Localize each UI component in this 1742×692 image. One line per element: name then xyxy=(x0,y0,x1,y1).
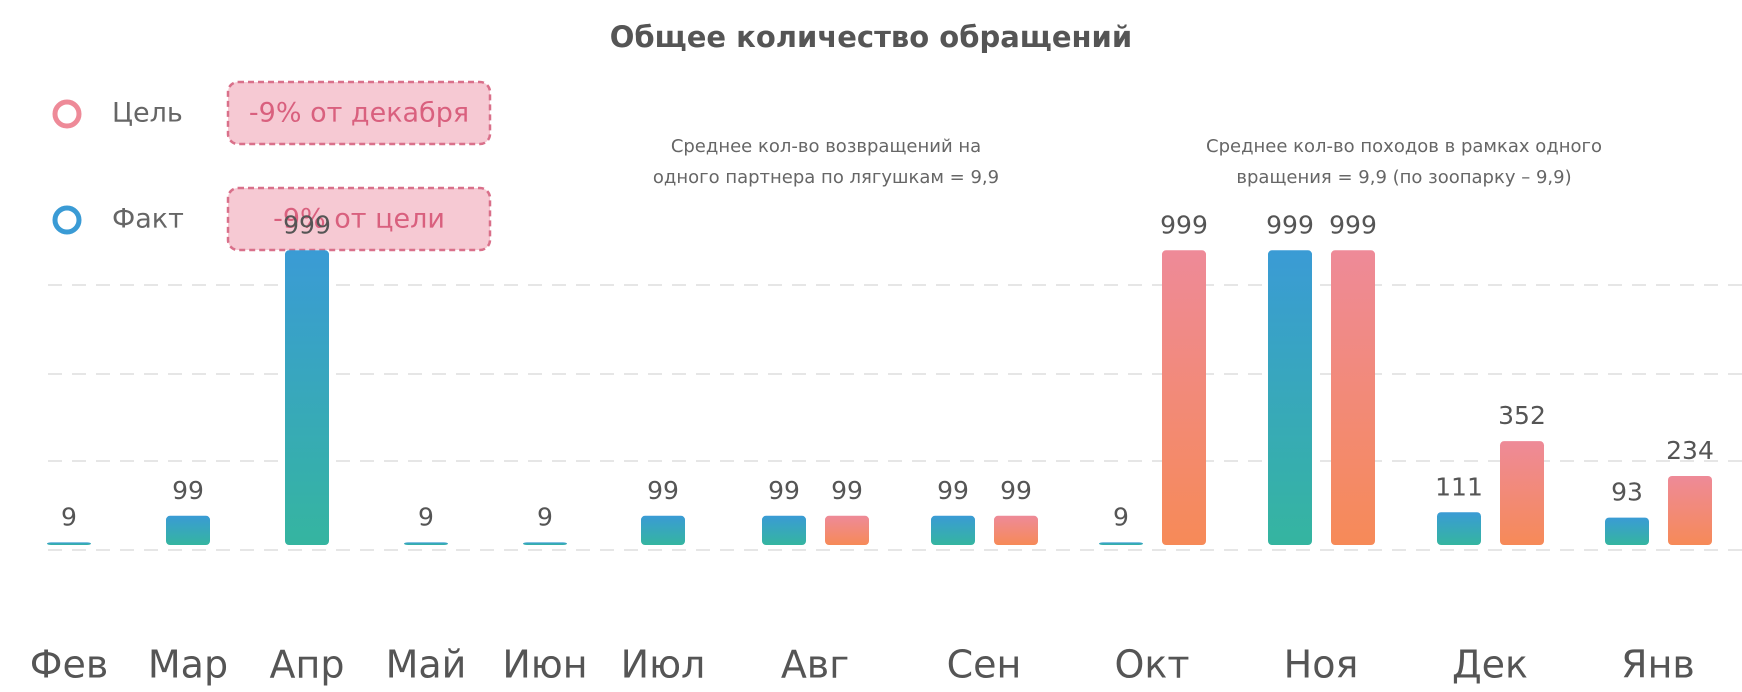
value-label: 234 xyxy=(1666,436,1714,465)
legend-marker xyxy=(52,205,82,235)
bar xyxy=(641,515,685,545)
bar xyxy=(762,515,806,545)
value-label: 99 xyxy=(1000,476,1032,505)
chart-title: Общее количество обращений xyxy=(610,20,1132,54)
bar xyxy=(1099,542,1143,545)
x-tick-label: Янв xyxy=(1621,643,1695,687)
x-tick-label: Сен xyxy=(947,643,1022,687)
annotation: Среднее кол-во возвращений на xyxy=(671,136,981,157)
x-tick-label: Апр xyxy=(270,643,345,687)
annotation: Среднее кол-во походов в рамках одного xyxy=(1206,136,1602,157)
bar xyxy=(1437,512,1481,545)
legend-marker xyxy=(52,99,82,129)
bar xyxy=(1162,250,1206,546)
value-label: 99 xyxy=(647,476,679,505)
x-tick-label: Июл xyxy=(621,643,706,687)
x-tick-label: Фев xyxy=(30,643,109,687)
bar xyxy=(1605,517,1649,545)
legend-label: Цель xyxy=(112,98,183,129)
legend-label: Факт xyxy=(112,204,184,235)
value-label: 99 xyxy=(831,476,863,505)
value-label: 999 xyxy=(1266,210,1314,239)
badge-text: -9% от декабря xyxy=(249,98,469,129)
value-label: 99 xyxy=(172,476,204,505)
x-tick-label: Дек xyxy=(1452,643,1528,687)
bar xyxy=(1331,250,1375,546)
x-tick-label: Июн xyxy=(502,643,587,687)
value-label: 999 xyxy=(283,210,331,239)
value-label: 99 xyxy=(768,476,800,505)
x-tick-label: Ноя xyxy=(1284,643,1359,687)
value-label: 999 xyxy=(1160,210,1208,239)
value-label: 9 xyxy=(61,502,77,531)
value-label: 9 xyxy=(418,502,434,531)
bar xyxy=(285,250,329,546)
grid xyxy=(48,284,1742,551)
bar xyxy=(404,542,448,545)
bar xyxy=(47,542,91,545)
value-label: 93 xyxy=(1611,478,1643,507)
bar xyxy=(931,515,975,545)
bar xyxy=(825,515,869,545)
x-tick-label: Окт xyxy=(1115,643,1190,687)
bar xyxy=(1500,441,1544,545)
value-label: 9 xyxy=(537,502,553,531)
bar xyxy=(523,542,567,545)
x-tick-label: Авг xyxy=(781,643,849,687)
value-label: 999 xyxy=(1329,210,1377,239)
bar xyxy=(994,515,1038,545)
annotation: одного партнера по лягушкам = 9,9 xyxy=(653,167,999,188)
bar xyxy=(1668,475,1712,545)
annotation: вращения = 9,9 (по зоопарку – 9,9) xyxy=(1236,167,1571,188)
badge-box xyxy=(226,186,492,252)
value-label: 352 xyxy=(1498,401,1546,430)
value-label: 9 xyxy=(1113,502,1129,531)
badge-text: -9% от цели xyxy=(273,204,445,235)
badge-box xyxy=(226,80,492,146)
bar xyxy=(166,515,210,545)
bar xyxy=(1268,250,1312,546)
x-tick-label: Мар xyxy=(148,643,228,687)
x-tick-label: Май xyxy=(386,643,467,687)
value-label: 99 xyxy=(937,476,969,505)
value-label: 111 xyxy=(1435,472,1483,501)
